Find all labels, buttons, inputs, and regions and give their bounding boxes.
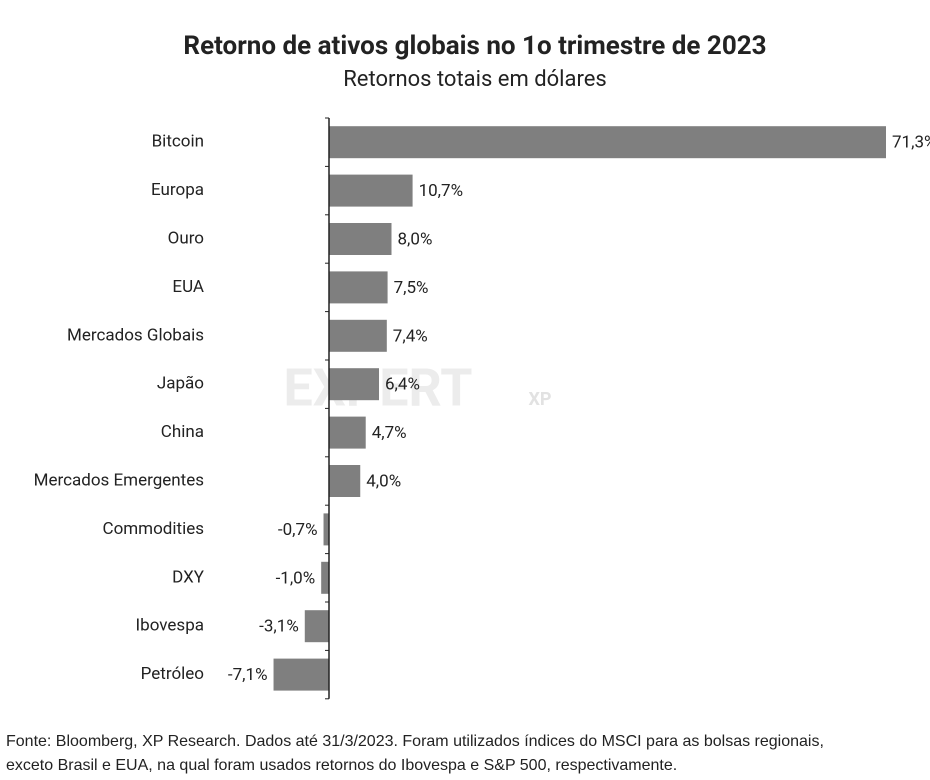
category-label: Ouro: [168, 228, 204, 248]
value-label: -1,0%: [276, 568, 316, 588]
bar: [329, 271, 388, 304]
bar: [323, 513, 329, 546]
page: {"chart_data": {"type": "bar", "orientat…: [6, 30, 930, 774]
bar: [329, 174, 413, 207]
bar: [329, 368, 379, 401]
category-label: China: [161, 422, 204, 442]
value-label: 4,0%: [366, 471, 401, 491]
watermark: XP: [528, 389, 551, 410]
value-label: -3,1%: [259, 617, 299, 637]
value-label: 7,4%: [393, 326, 428, 346]
category-label: EUA: [172, 277, 204, 297]
value-label: 71,3%: [892, 133, 930, 153]
category-label: Petróleo: [141, 664, 204, 684]
category-label: DXY: [172, 567, 205, 587]
bar: [329, 223, 392, 255]
category-label: Mercados Emergentes: [34, 470, 204, 490]
category-label: Europa: [151, 180, 204, 200]
bar: [321, 561, 329, 594]
value-label: -7,1%: [228, 665, 268, 685]
bar: [273, 658, 329, 691]
bar: [329, 416, 366, 449]
value-label: -0,7%: [278, 520, 318, 540]
footnote: Fonte: Bloomberg, XP Research. Dados até…: [6, 730, 926, 778]
category-label: Bitcoin: [152, 132, 204, 152]
footnote-line: exceto Brasil e EUA, na qual foram usado…: [6, 757, 678, 774]
category-label: Commodities: [103, 519, 204, 539]
category-label: Mercados Globais: [67, 325, 204, 345]
bar: [329, 126, 886, 159]
value-label: 8,0%: [397, 229, 432, 249]
category-label: Japão: [157, 374, 204, 394]
chart-subtitle: Retornos totais em dólares: [343, 67, 607, 92]
footnote-line: Fonte: Bloomberg, XP Research. Dados até…: [6, 733, 824, 750]
value-label: 4,7%: [372, 423, 407, 443]
value-label: 7,5%: [394, 278, 429, 298]
value-label: 6,4%: [385, 375, 420, 395]
chart-title: Retorno de ativos globais no 1o trimestr…: [183, 31, 766, 61]
chart: Retorno de ativos globais no 1o trimestr…: [34, 31, 930, 700]
bar: [304, 610, 329, 643]
bar: [329, 465, 361, 497]
value-label: 10,7%: [419, 181, 463, 201]
bar: [329, 319, 387, 352]
category-label: Ibovespa: [136, 616, 204, 636]
